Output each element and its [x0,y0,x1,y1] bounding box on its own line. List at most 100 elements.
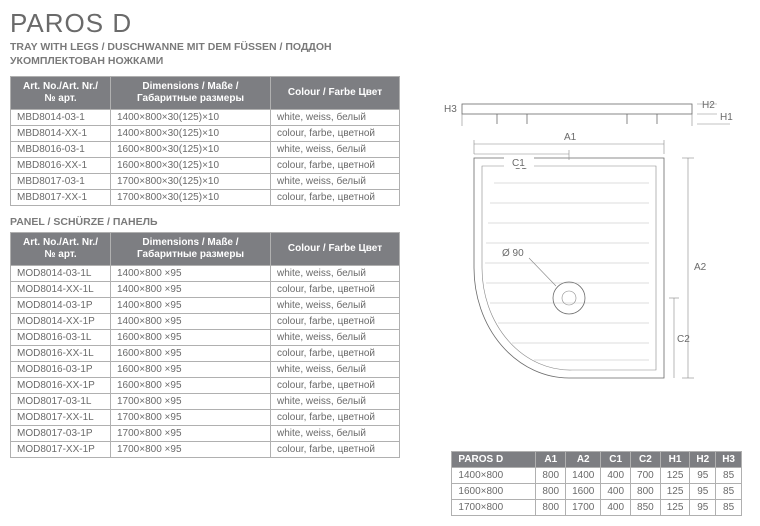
dims-val: 700 [631,468,661,484]
svg-text:C2: C2 [677,334,690,345]
cell-dims: 1700×800 ×95 [111,410,271,426]
dims-val: 800 [536,484,566,500]
cell-art: MBD8016-03-1 [11,142,111,158]
cell-col: white, weiss, белый [271,298,400,314]
dims-size: 1700×800 [452,500,536,516]
dims-val: 800 [536,468,566,484]
dims-val: 800 [536,500,566,516]
cell-dims: 1600×800×30(125)×10 [111,158,271,174]
dims-val: 85 [716,484,742,500]
dims-val: 400 [601,484,631,500]
technical-diagram: H3 H2 H1 Ø 90 [432,78,742,408]
cell-art: MOD8014-03-1P [11,298,111,314]
cell-art: MBD8017-03-1 [11,174,111,190]
subtitle-line1: TRAY WITH LEGS / DUSCHWANNE MIT DEM FÜSS… [10,41,332,53]
table-row: MOD8016-XX-1P1600×800 ×95colour, farbe, … [11,378,400,394]
svg-text:A2: A2 [694,262,707,273]
cell-dims: 1600×800 ×95 [111,330,271,346]
table-row: MBD8014-03-11400×800×30(125)×10white, we… [11,110,400,126]
cell-art: MOD8017-03-1L [11,394,111,410]
dims-val: 85 [716,500,742,516]
col-dims: Dimensions / Maße / Габаритные размеры [111,233,271,266]
cell-art: MOD8016-03-1L [11,330,111,346]
dims-col: A1 [536,452,566,468]
cell-art: MOD8014-XX-1L [11,282,111,298]
dims-col: C2 [631,452,661,468]
dimensions-table: PAROS DA1A2C1C2H1H2H3 1400×8008001400400… [451,451,742,516]
svg-text:A1: A1 [564,132,577,143]
cell-dims: 1600×800×30(125)×10 [111,142,271,158]
table-row: MOD8016-03-1P1600×800 ×95white, weiss, б… [11,362,400,378]
cell-art: MOD8016-XX-1P [11,378,111,394]
table-row: MBD8014-XX-11400×800×30(125)×10colour, f… [11,126,400,142]
cell-col: colour, farbe, цветной [271,442,400,458]
dims-col: H1 [660,452,690,468]
cell-dims: 1700×800×30(125)×10 [111,174,271,190]
dims-col: A2 [566,452,601,468]
table-row: MOD8017-03-1P1700×800 ×95white, weiss, б… [11,426,400,442]
cell-art: MBD8014-03-1 [11,110,111,126]
svg-text:H1: H1 [720,112,733,123]
panel-table: Art. No./Art. Nr./ № арт. Dimensions / M… [10,232,400,458]
tray-table: Art. No./Art. Nr./ № арт. Dimensions / M… [10,76,400,206]
dims-size: 1600×800 [452,484,536,500]
table-row: MOD8016-03-1L1600×800 ×95white, weiss, б… [11,330,400,346]
table-row: 1600×80080016004008001259585 [452,484,742,500]
dims-val: 125 [660,468,690,484]
dims-col: C1 [601,452,631,468]
cell-dims: 1700×800 ×95 [111,442,271,458]
dims-val: 400 [601,468,631,484]
dims-col: H3 [716,452,742,468]
dims-name-header: PAROS D [452,452,536,468]
svg-text:H3: H3 [444,104,457,115]
product-subtitle: TRAY WITH LEGS / DUSCHWANNE MIT DEM FÜSS… [10,41,750,68]
col-art: Art. No./Art. Nr./ № арт. [11,233,111,266]
cell-art: MOD8017-03-1P [11,426,111,442]
cell-col: colour, farbe, цветной [271,314,400,330]
cell-art: MBD8016-XX-1 [11,158,111,174]
cell-col: colour, farbe, цветной [271,190,400,206]
dims-val: 850 [631,500,661,516]
table-row: MBD8017-XX-11700×800×30(125)×10colour, f… [11,190,400,206]
cell-col: colour, farbe, цветной [271,346,400,362]
dims-val: 85 [716,468,742,484]
dims-size: 1400×800 [452,468,536,484]
dims-val: 95 [690,468,716,484]
cell-dims: 1700×800 ×95 [111,394,271,410]
table-row: MOD8014-03-1L1400×800 ×95white, weiss, б… [11,266,400,282]
dims-val: 800 [631,484,661,500]
cell-dims: 1400×800 ×95 [111,282,271,298]
table-row: MBD8016-03-11600×800×30(125)×10white, we… [11,142,400,158]
table-row: MBD8017-03-11700×800×30(125)×10white, we… [11,174,400,190]
cell-col: white, weiss, белый [271,362,400,378]
cell-dims: 1400×800 ×95 [111,314,271,330]
cell-dims: 1600×800 ×95 [111,378,271,394]
svg-text:Ø 90: Ø 90 [502,248,524,259]
cell-col: colour, farbe, цветной [271,282,400,298]
table-row: MOD8014-XX-1P1400×800 ×95colour, farbe, … [11,314,400,330]
table-row: MBD8016-XX-11600×800×30(125)×10colour, f… [11,158,400,174]
svg-text:C1: C1 [512,158,525,169]
product-title: PAROS D [10,8,750,39]
table-row: MOD8017-XX-1P1700×800 ×95colour, farbe, … [11,442,400,458]
cell-col: colour, farbe, цветной [271,410,400,426]
dims-val: 1700 [566,500,601,516]
table-row: MOD8014-03-1P1400×800 ×95white, weiss, б… [11,298,400,314]
col-colour: Colour / Farbe Цвет [271,233,400,266]
cell-art: MOD8016-XX-1L [11,346,111,362]
cell-art: MOD8016-03-1P [11,362,111,378]
svg-text:H2: H2 [702,100,715,111]
cell-art: MOD8014-03-1L [11,266,111,282]
cell-art: MOD8017-XX-1L [11,410,111,426]
cell-dims: 1700×800 ×95 [111,426,271,442]
cell-art: MOD8017-XX-1P [11,442,111,458]
dims-val: 1400 [566,468,601,484]
cell-col: white, weiss, белый [271,174,400,190]
cell-col: white, weiss, белый [271,394,400,410]
cell-art: MOD8014-XX-1P [11,314,111,330]
cell-dims: 1400×800×30(125)×10 [111,126,271,142]
table-row: MOD8016-XX-1L1600×800 ×95colour, farbe, … [11,346,400,362]
dims-val: 1600 [566,484,601,500]
dims-val: 125 [660,484,690,500]
cell-dims: 1400×800 ×95 [111,266,271,282]
